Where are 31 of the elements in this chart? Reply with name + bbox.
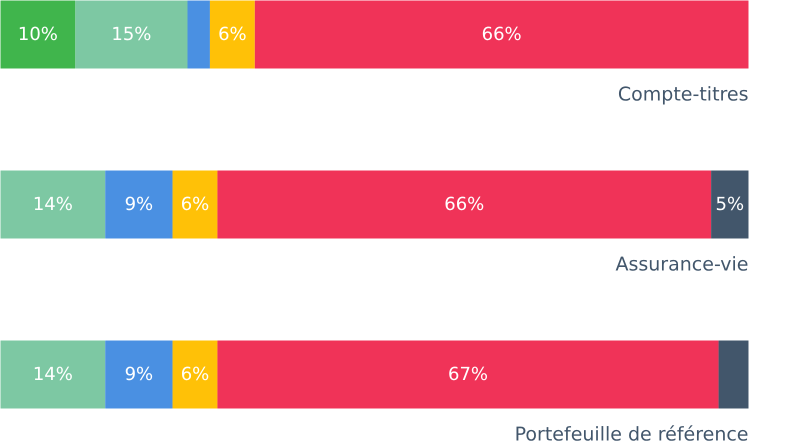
bar xyxy=(172,170,218,238)
bar xyxy=(217,340,719,408)
y-tick-label: Assurance-vie xyxy=(615,254,749,276)
data-label: 14% xyxy=(32,194,73,215)
data-label: 6% xyxy=(218,24,247,45)
bar xyxy=(718,340,748,408)
data-label: 6% xyxy=(180,194,210,215)
bar xyxy=(75,0,188,68)
data-label: 66% xyxy=(482,24,522,45)
bar xyxy=(172,340,218,408)
bar xyxy=(217,170,712,238)
data-label: 5% xyxy=(716,194,744,215)
bar xyxy=(210,0,255,68)
data-label: 15% xyxy=(111,24,152,45)
data-label: 6% xyxy=(180,364,210,385)
data-label: 9% xyxy=(124,364,154,385)
data-label: 14% xyxy=(32,364,73,385)
bar xyxy=(711,170,748,238)
data-label: 9% xyxy=(124,194,154,215)
data-label: 67% xyxy=(448,364,488,385)
bar xyxy=(254,0,748,68)
y-tick-label: Portefeuille de référence xyxy=(514,424,749,444)
bar xyxy=(0,0,76,68)
bar xyxy=(105,170,173,238)
data-label: 66% xyxy=(444,194,484,215)
bar xyxy=(188,0,210,68)
bar xyxy=(105,340,173,408)
bar xyxy=(0,170,106,238)
y-tick-label: Compte-titres xyxy=(618,84,749,106)
bar xyxy=(0,340,106,408)
data-label: 10% xyxy=(18,24,58,45)
